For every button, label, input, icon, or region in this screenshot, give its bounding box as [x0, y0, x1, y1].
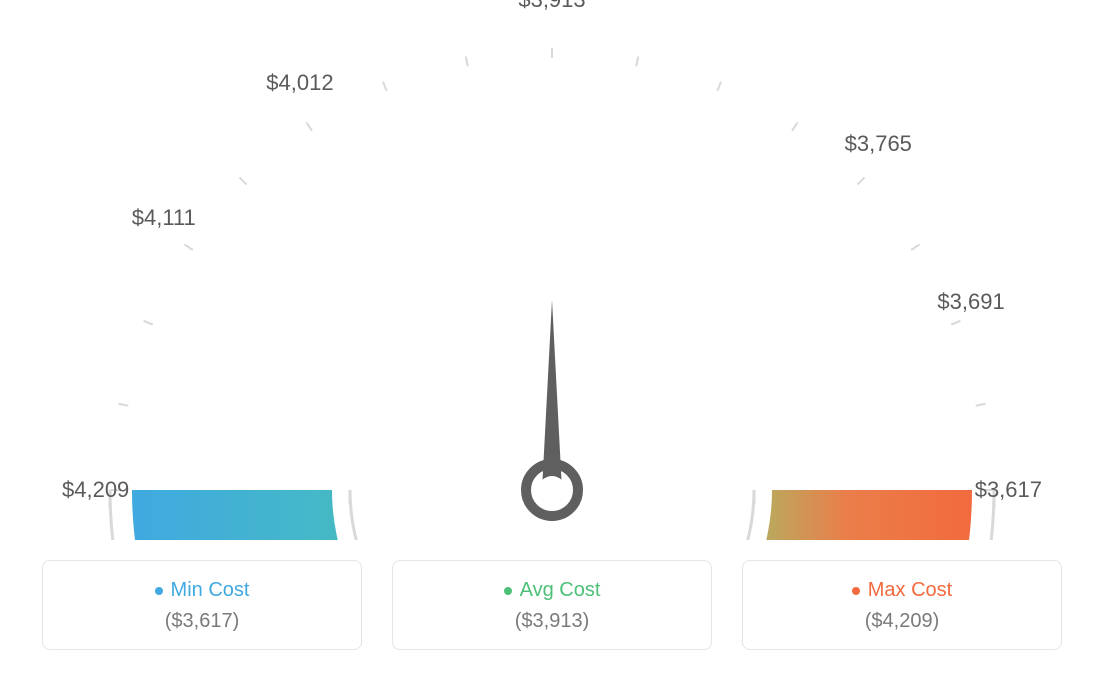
legend-label-max: Max Cost: [868, 579, 952, 602]
gauge-tick-label: $4,209: [62, 477, 129, 503]
gauge-tick-label: $4,012: [266, 70, 333, 96]
legend-title-avg: Avg Cost: [504, 579, 601, 602]
legend-label-min: Min Cost: [171, 579, 250, 602]
legend-value-avg: ($3,913): [393, 610, 711, 633]
legend-dot-avg: [504, 587, 512, 595]
legend-box-avg: Avg Cost ($3,913): [392, 560, 712, 650]
legend-dot-max: [852, 587, 860, 595]
legend-box-min: Min Cost ($3,617): [42, 560, 362, 650]
gauge-tick-label: $3,765: [845, 131, 912, 157]
gauge-svg: [20, 20, 1084, 540]
legend-box-max: Max Cost ($4,209): [742, 560, 1062, 650]
legend-value-max: ($4,209): [743, 610, 1061, 633]
gauge-tick-label: $3,691: [937, 289, 1004, 315]
legend-dot-min: [155, 587, 163, 595]
gauge-tick-label: $4,111: [132, 205, 196, 231]
cost-gauge: $3,617$3,691$3,765$3,913$4,012$4,111$4,2…: [20, 20, 1084, 540]
legend-title-min: Min Cost: [155, 579, 250, 602]
legend-row: Min Cost ($3,617) Avg Cost ($3,913) Max …: [20, 560, 1084, 650]
legend-value-min: ($3,617): [43, 610, 361, 633]
legend-title-max: Max Cost: [852, 579, 952, 602]
legend-label-avg: Avg Cost: [520, 579, 601, 602]
gauge-tick-label: $3,617: [975, 477, 1042, 503]
gauge-tick-label: $3,913: [518, 0, 585, 13]
